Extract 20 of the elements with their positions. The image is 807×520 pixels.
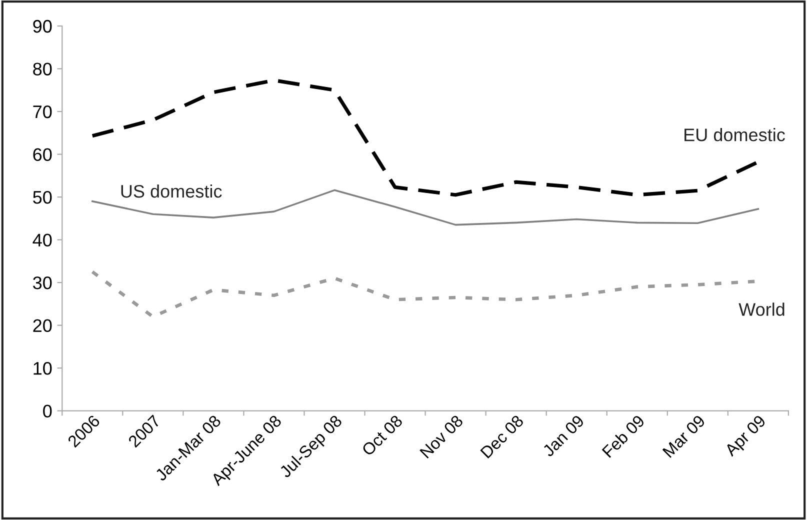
y-tick-label: 90 [33, 20, 52, 33]
y-tick-label: 50 [33, 190, 52, 204]
x-tick-label: Jan 09 [542, 414, 585, 458]
y-tick-label: 20 [33, 319, 52, 332]
y-tick-label: 0 [43, 404, 52, 418]
y-tick-label: 80 [33, 62, 52, 76]
y-tick-label: 60 [33, 148, 52, 161]
y-tick-label: 40 [32, 234, 52, 246]
x-tick-label: Dec 08 [480, 414, 524, 459]
x-tick-label: Mar 09 [662, 414, 706, 458]
y-tick-label: 30 [33, 276, 52, 290]
x-tick-label: Nov 08 [419, 414, 464, 459]
y-tick-label: 70 [33, 105, 52, 118]
series-label: US domestic [121, 184, 222, 198]
y-tick-label: 10 [34, 362, 52, 375]
series-label: EU domestic [684, 128, 785, 142]
x-tick-label: Oct 08 [361, 414, 404, 456]
x-tick-label: Apr 09 [724, 414, 769, 460]
series-label: World [738, 302, 784, 316]
x-tick-label: Feb 09 [601, 414, 646, 458]
